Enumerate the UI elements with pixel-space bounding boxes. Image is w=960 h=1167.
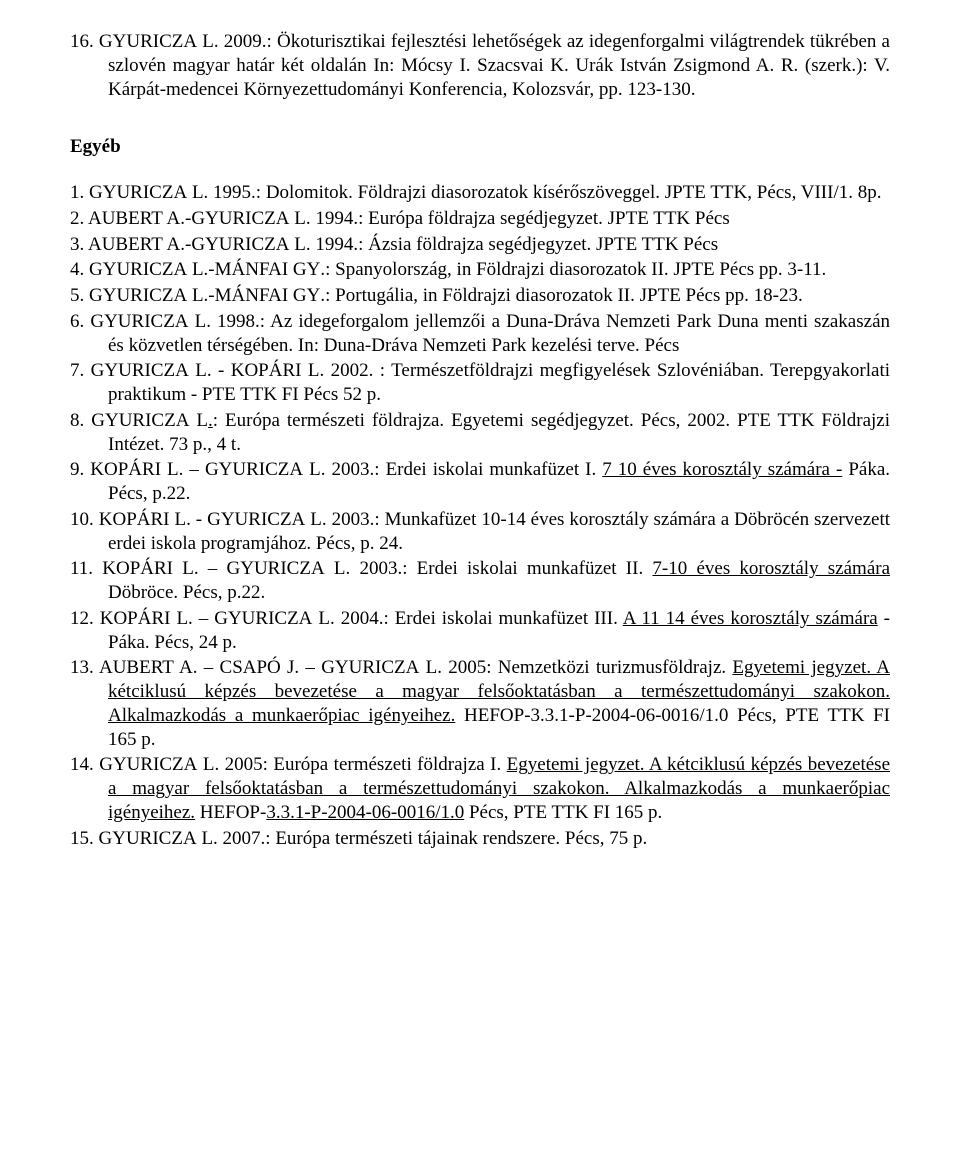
item-number: 14. (70, 754, 94, 775)
list-item: 1. GYURICZA L. 1995.: Dolomitok. Földraj… (70, 181, 890, 205)
item-text: L. 1995.: Dolomitok. Földrajzi diasoroza… (187, 182, 881, 203)
item-number: 6. (70, 311, 84, 332)
item-text: L. 2007.: Európa természeti tájainak ren… (197, 828, 648, 849)
item-number: 1. (70, 182, 84, 203)
document-page: 16. GYURICZA L. 2009.: Ökoturisztikai fe… (0, 0, 960, 1167)
item-number: 7. (70, 360, 84, 381)
item-number: 2. (70, 208, 84, 229)
list-item: 12. KOPÁRI L. – GYURICZA L. 2004.: Erdei… (70, 607, 890, 655)
item-text: Döbröce. Pécs, p.22. (108, 582, 265, 603)
list-item: 13. AUBERT A. – CSAPÓ J. – GYURICZA L. 2… (70, 656, 890, 751)
item-number: 5. (70, 285, 84, 306)
author-surname: YURICZA (113, 31, 197, 52)
item-number: 8. (70, 410, 84, 431)
bibliography-list: 1. GYURICZA L. 1995.: Dolomitok. Földraj… (70, 181, 890, 850)
bibliography-item-16: 16. GYURICZA L. 2009.: Ökoturisztikai fe… (70, 30, 890, 101)
list-item: 4. GYURICZA L.-MÁNFAI GY.: Spanyolország… (70, 258, 890, 282)
list-item: 14. GYURICZA L. 2005: Európa természeti … (70, 753, 890, 824)
item-number: 3. (70, 234, 84, 255)
item-text: L. 1998.: Az idegeforgalom jellemzői a D… (108, 311, 890, 356)
list-item: 7. GYURICZA L. - KOPÁRI L. 2002. : Termé… (70, 359, 890, 407)
item-number: 4. (70, 259, 84, 280)
item-text: .: Spanyolország, in Földrajzi diasoroza… (320, 259, 826, 280)
list-item: 5. GYURICZA L.-MÁNFAI GY.: Portugália, i… (70, 284, 890, 308)
list-item: 15. GYURICZA L. 2007.: Európa természeti… (70, 827, 890, 851)
item-text: : Európa természeti földrajza. Egyetemi … (108, 410, 890, 455)
list-item: 3. AUBERT A.-GYURICZA L. 1994.: Ázsia fö… (70, 233, 890, 257)
list-item: 8. GYURICZA L.: Európa természeti földra… (70, 409, 890, 457)
item-number: 10. (70, 509, 94, 530)
list-item: 9. KOPÁRI L. – GYURICZA L. 2003.: Erdei … (70, 458, 890, 506)
item-text: Pécs, PTE TTK FI 165 p. (464, 802, 662, 823)
item-text: L. 2009.: Ökoturisztikai fejlesztési leh… (108, 31, 890, 100)
author-initial: G (99, 31, 113, 52)
item-number: 11. (70, 558, 93, 579)
list-item: 10. KOPÁRI L. - GYURICZA L. 2003.: Munka… (70, 508, 890, 556)
list-item: 11. KOPÁRI L. – GYURICZA L. 2003.: Erdei… (70, 557, 890, 605)
item-number: 16. (70, 31, 94, 52)
item-number: 15. (70, 828, 94, 849)
item-number: 13. (70, 657, 94, 678)
item-text: L. 1994.: Európa földrajza segédjegyzet.… (290, 208, 730, 229)
section-heading-egyeb: Egyéb (70, 135, 890, 159)
list-item: 6. GYURICZA L. 1998.: Az idegeforgalom j… (70, 310, 890, 358)
item-text: L. 1994.: Ázsia földrajza segédjegyzet. … (290, 234, 719, 255)
item-number: 12. (70, 608, 94, 629)
item-number: 9. (70, 459, 84, 480)
list-item: 2. AUBERT A.-GYURICZA L. 1994.: Európa f… (70, 207, 890, 231)
item-text: .: Portugália, in Földrajzi diasorozatok… (320, 285, 802, 306)
